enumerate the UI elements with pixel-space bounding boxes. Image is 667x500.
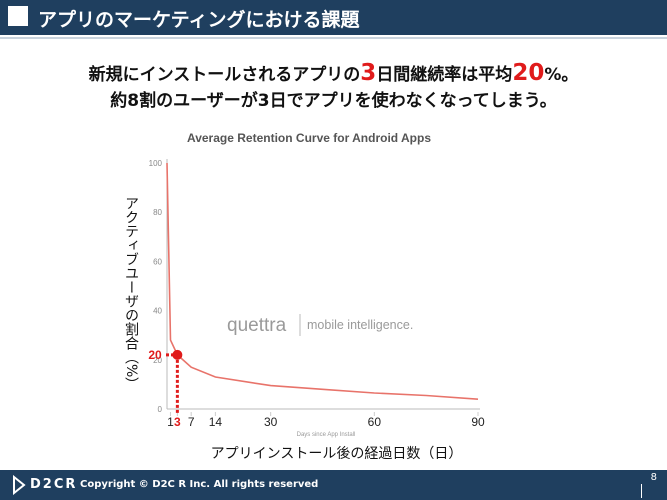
y-tick-label: 20 xyxy=(153,356,162,365)
headline-highlight-3: 3 xyxy=(360,60,377,86)
page-number: 8 xyxy=(650,472,657,483)
header-divider xyxy=(0,37,667,39)
headline-text-a: 新規にインストールされるアプリの xyxy=(88,65,361,85)
x-axis-label-jp: アプリインストール後の経過日数（日） xyxy=(210,446,463,462)
footer-logo-text: D2CR xyxy=(30,477,78,492)
page-divider xyxy=(641,484,642,498)
headline-line-2: 約8割のユーザーが3日でアプリを使わなくなってしまう。 xyxy=(110,91,557,111)
headline-highlight-20: 20 xyxy=(512,60,545,86)
slide-title: アプリのマーケティングにおける課題 xyxy=(38,9,360,31)
chart-title: Average Retention Curve for Android Apps xyxy=(187,131,431,145)
annotation-label: 20 xyxy=(148,348,162,362)
retention-series-line xyxy=(166,162,479,400)
slide-header: アプリのマーケティングにおける課題 xyxy=(0,0,667,35)
watermark-tagline: mobile intelligence. xyxy=(307,318,413,332)
y-tick-label: 80 xyxy=(153,208,162,217)
x-tick-label: 14 xyxy=(209,415,223,429)
y-tick-label: 40 xyxy=(153,307,162,316)
y-axis-label-jp: アクティブユーザの割合（%） xyxy=(123,196,139,392)
headline-text-b: 日間継続率は平均 xyxy=(376,65,513,85)
y-tick-label: 60 xyxy=(153,257,162,266)
x-tick-label: 30 xyxy=(264,415,278,429)
y-tick-label: 100 xyxy=(149,159,163,168)
headline-line-1: 新規にインストールされるアプリの3日間継続率は平均20%。 xyxy=(0,60,667,86)
d2cr-logo-icon xyxy=(13,475,26,495)
x-tick-label: 90 xyxy=(471,415,485,429)
y-tick-label: 0 xyxy=(158,405,163,414)
header-square-icon xyxy=(8,6,28,26)
x-axis-label: Days since App Install xyxy=(297,432,356,438)
x-tick-label: 7 xyxy=(188,415,195,429)
watermark-brand: quettra xyxy=(227,315,287,336)
x-tick-label: 3 xyxy=(174,415,181,429)
retention-chart: Average Retention Curve for Android Apps… xyxy=(148,131,485,438)
copyright-text: Copyright © D2C R Inc. All rights reserv… xyxy=(80,479,319,490)
x-tick-label: 1 xyxy=(167,415,174,429)
headline-text-c: %。 xyxy=(544,65,579,85)
annotation-point xyxy=(172,349,183,360)
slide-footer: D2CR Copyright © D2C R Inc. All rights r… xyxy=(0,470,667,500)
x-tick-label: 60 xyxy=(368,415,382,429)
